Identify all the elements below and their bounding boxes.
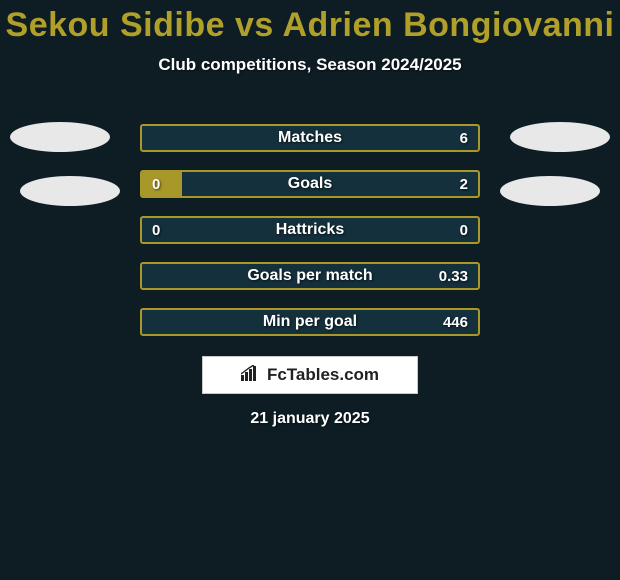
vs-separator: vs bbox=[235, 6, 274, 44]
player-silhouette-oval bbox=[10, 122, 110, 152]
chart-bars-icon bbox=[241, 365, 261, 386]
player2-value: 2 bbox=[460, 172, 468, 196]
player2-name: Adrien Bongiovanni bbox=[282, 6, 614, 44]
stat-label: Min per goal bbox=[142, 310, 478, 334]
watermark-text: FcTables.com bbox=[267, 365, 379, 385]
comparison-card: Sekou Sidibe vs Adrien Bongiovanni Club … bbox=[0, 0, 620, 580]
stat-label: Hattricks bbox=[142, 218, 478, 242]
player1-value: 0 bbox=[152, 218, 160, 242]
player-silhouette-oval bbox=[510, 122, 610, 152]
watermark: FcTables.com bbox=[202, 356, 418, 394]
player-silhouette-oval bbox=[20, 176, 120, 206]
player2-value: 0 bbox=[460, 218, 468, 242]
stat-row: Matches6 bbox=[140, 124, 480, 152]
player2-value: 6 bbox=[460, 126, 468, 150]
subtitle: Club competitions, Season 2024/2025 bbox=[0, 55, 620, 75]
stat-label: Goals bbox=[142, 172, 478, 196]
snapshot-date: 21 january 2025 bbox=[0, 410, 620, 428]
title: Sekou Sidibe vs Adrien Bongiovanni bbox=[0, 0, 620, 45]
player2-value: 446 bbox=[443, 310, 468, 334]
stat-row: Hattricks0 0 bbox=[140, 216, 480, 244]
player1-name: Sekou Sidibe bbox=[6, 6, 226, 44]
stat-label: Matches bbox=[142, 126, 478, 150]
player-silhouette-oval bbox=[500, 176, 600, 206]
stat-rows: Matches6Goals02Hattricks00Goals per matc… bbox=[140, 124, 480, 354]
player2-value: 0.33 bbox=[439, 264, 468, 288]
stat-row: Goals per match0.33 bbox=[140, 262, 480, 290]
stat-row: Min per goal446 bbox=[140, 308, 480, 336]
stat-label: Goals per match bbox=[142, 264, 478, 288]
player1-value: 0 bbox=[152, 172, 160, 196]
stat-row: Goals0 2 bbox=[140, 170, 480, 198]
